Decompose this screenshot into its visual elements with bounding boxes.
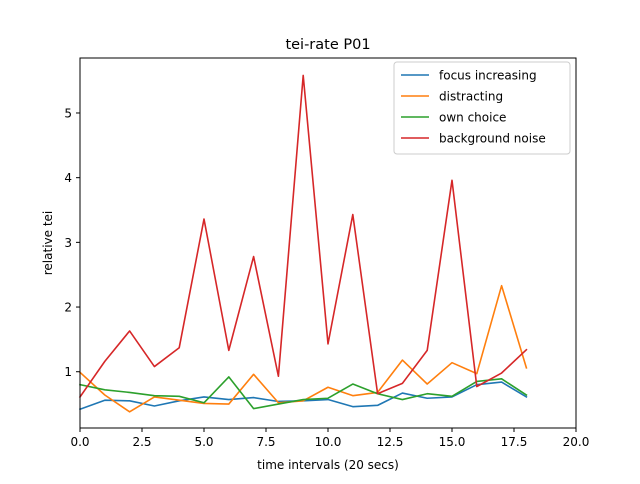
x-tick-label: 2.5 <box>132 435 151 449</box>
series-line-distracting <box>78 284 528 413</box>
series-line-own-choice <box>79 376 528 410</box>
legend: focus increasing distracting own choice bac… <box>393 61 571 155</box>
x-tick-label: 20.0 <box>563 435 590 449</box>
legend-frame <box>393 61 571 155</box>
x-tick-label: 12.5 <box>377 435 404 449</box>
legend-label: distracting <box>439 90 503 104</box>
legend-label: background noise <box>439 132 546 146</box>
x-tick-label: 15.0 <box>439 435 466 449</box>
y-tick-label: 2 <box>64 301 72 315</box>
plot-lines <box>78 74 528 413</box>
x-tick-label: 0.0 <box>70 435 89 449</box>
y-tick-label: 4 <box>64 171 72 185</box>
x-axis-label: time intervals (20 secs) <box>257 458 399 472</box>
y-axis: 1 2 3 4 5 <box>64 106 80 379</box>
x-tick-label: 10.0 <box>315 435 342 449</box>
x-tick-label: 7.5 <box>256 435 275 449</box>
chart-title: tei-rate P01 <box>285 37 370 53</box>
x-axis: 0.0 2.5 5.0 7.5 10.0 12.5 15.0 17.5 20.0 <box>70 428 589 449</box>
legend-entries: focus increasing distracting own choice bac… <box>401 69 546 146</box>
y-tick-label: 5 <box>64 106 72 120</box>
x-tick-label: 17.5 <box>501 435 528 449</box>
y-axis-label: relative tei <box>41 211 55 276</box>
legend-label: focus increasing <box>439 69 537 83</box>
legend-label: own choice <box>439 111 506 125</box>
y-tick-label: 3 <box>64 236 72 250</box>
y-tick-label: 1 <box>64 365 72 379</box>
x-tick-label: 5.0 <box>194 435 213 449</box>
series-line-background-noise <box>78 74 528 399</box>
